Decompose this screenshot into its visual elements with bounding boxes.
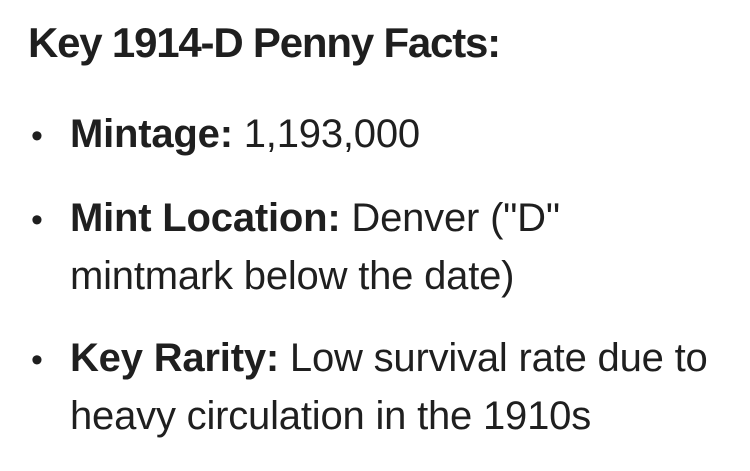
- fact-value: Denver ("D" mintmark below the date): [70, 196, 560, 298]
- facts-list: • Mintage: 1,193,000 • Mint Location: Denv…: [28, 105, 730, 445]
- fact-label: Key Rarity:: [70, 336, 279, 380]
- fact-value: Low survival rate due to heavy circulati…: [70, 336, 708, 438]
- fact-text: Mintage: 1,193,000: [70, 105, 420, 163]
- fact-text: Mint Location: Denver ("D" mintmark belo…: [70, 189, 560, 305]
- page-title: Key 1914-D Penny Facts:: [28, 19, 501, 66]
- list-item-key-rarity: • Key Rarity: Low survival rate due to he…: [28, 329, 730, 445]
- fact-text: Key Rarity: Low survival rate due to hea…: [70, 329, 708, 445]
- bullet-icon: •: [31, 201, 43, 239]
- list-item-mintage: • Mintage: 1,193,000: [28, 105, 730, 165]
- list-item-mint-location: • Mint Location: Denver ("D" mintmark bel…: [28, 189, 730, 305]
- bullet-icon: •: [31, 341, 43, 379]
- fact-value: 1,193,000: [243, 112, 420, 156]
- fact-label: Mint Location:: [70, 196, 341, 240]
- fact-label: Mintage:: [70, 112, 233, 156]
- bullet-icon: •: [31, 117, 43, 155]
